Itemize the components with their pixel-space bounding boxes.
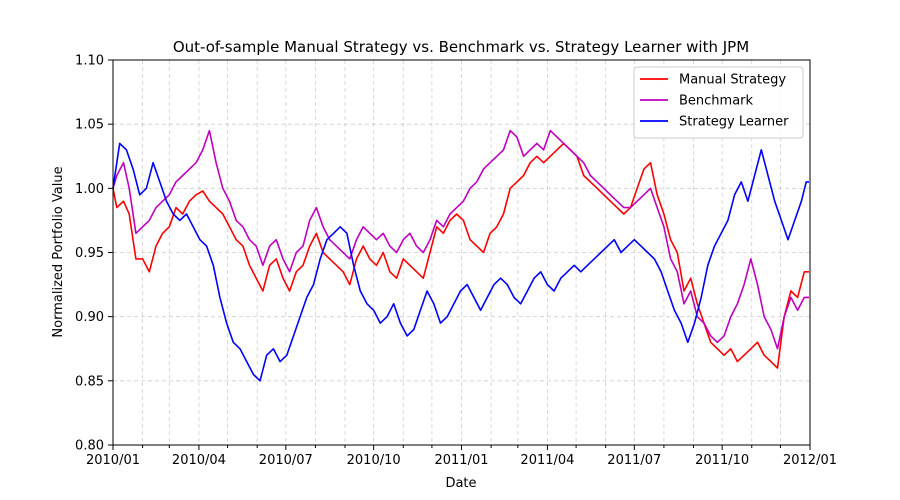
x-axis-label: Date (445, 476, 476, 491)
legend-label: Strategy Learner (679, 115, 789, 130)
x-tick-label: 2010/07 (259, 453, 313, 468)
x-tick-label: 2011/10 (695, 453, 749, 468)
y-tick-label: 0.90 (75, 310, 104, 325)
y-tick-label: 0.95 (75, 246, 104, 261)
y-tick-label: 0.85 (75, 374, 104, 389)
y-tick-label: 1.05 (75, 118, 104, 133)
y-axis-label: Normalized Portfolio Value (51, 166, 66, 337)
y-tick-label: 1.00 (75, 182, 104, 197)
series-line-strategy-learner (112, 142, 809, 382)
x-tick-label: 2012/01 (783, 453, 837, 468)
y-tick-label: 0.80 (75, 439, 104, 454)
grid-lines (112, 59, 811, 446)
y-tick-label: 1.10 (75, 54, 104, 69)
series-line-manual-strategy (112, 142, 809, 369)
x-tick-label: 2011/01 (434, 453, 488, 468)
legend-box (633, 66, 804, 139)
series-line-benchmark (112, 129, 809, 350)
x-tick-label: 2011/04 (520, 453, 574, 468)
legend: Manual Strategy Benchmark Strategy Learner (633, 66, 804, 139)
legend-label: Manual Strategy (679, 73, 786, 88)
x-tick-label: 2010/10 (347, 453, 401, 468)
x-tick-label: 2010/01 (86, 453, 140, 468)
axes: 2010/01 2010/04 2010/07 2010/10 2011/01 2011/… (75, 54, 837, 469)
x-tick-label: 2011/07 (607, 453, 661, 468)
legend-label: Benchmark (679, 94, 754, 109)
plot-series (112, 129, 809, 382)
chart-title: Out-of-sample Manual Strategy vs. Benchm… (173, 38, 749, 56)
x-tick-label: 2010/04 (172, 453, 226, 468)
